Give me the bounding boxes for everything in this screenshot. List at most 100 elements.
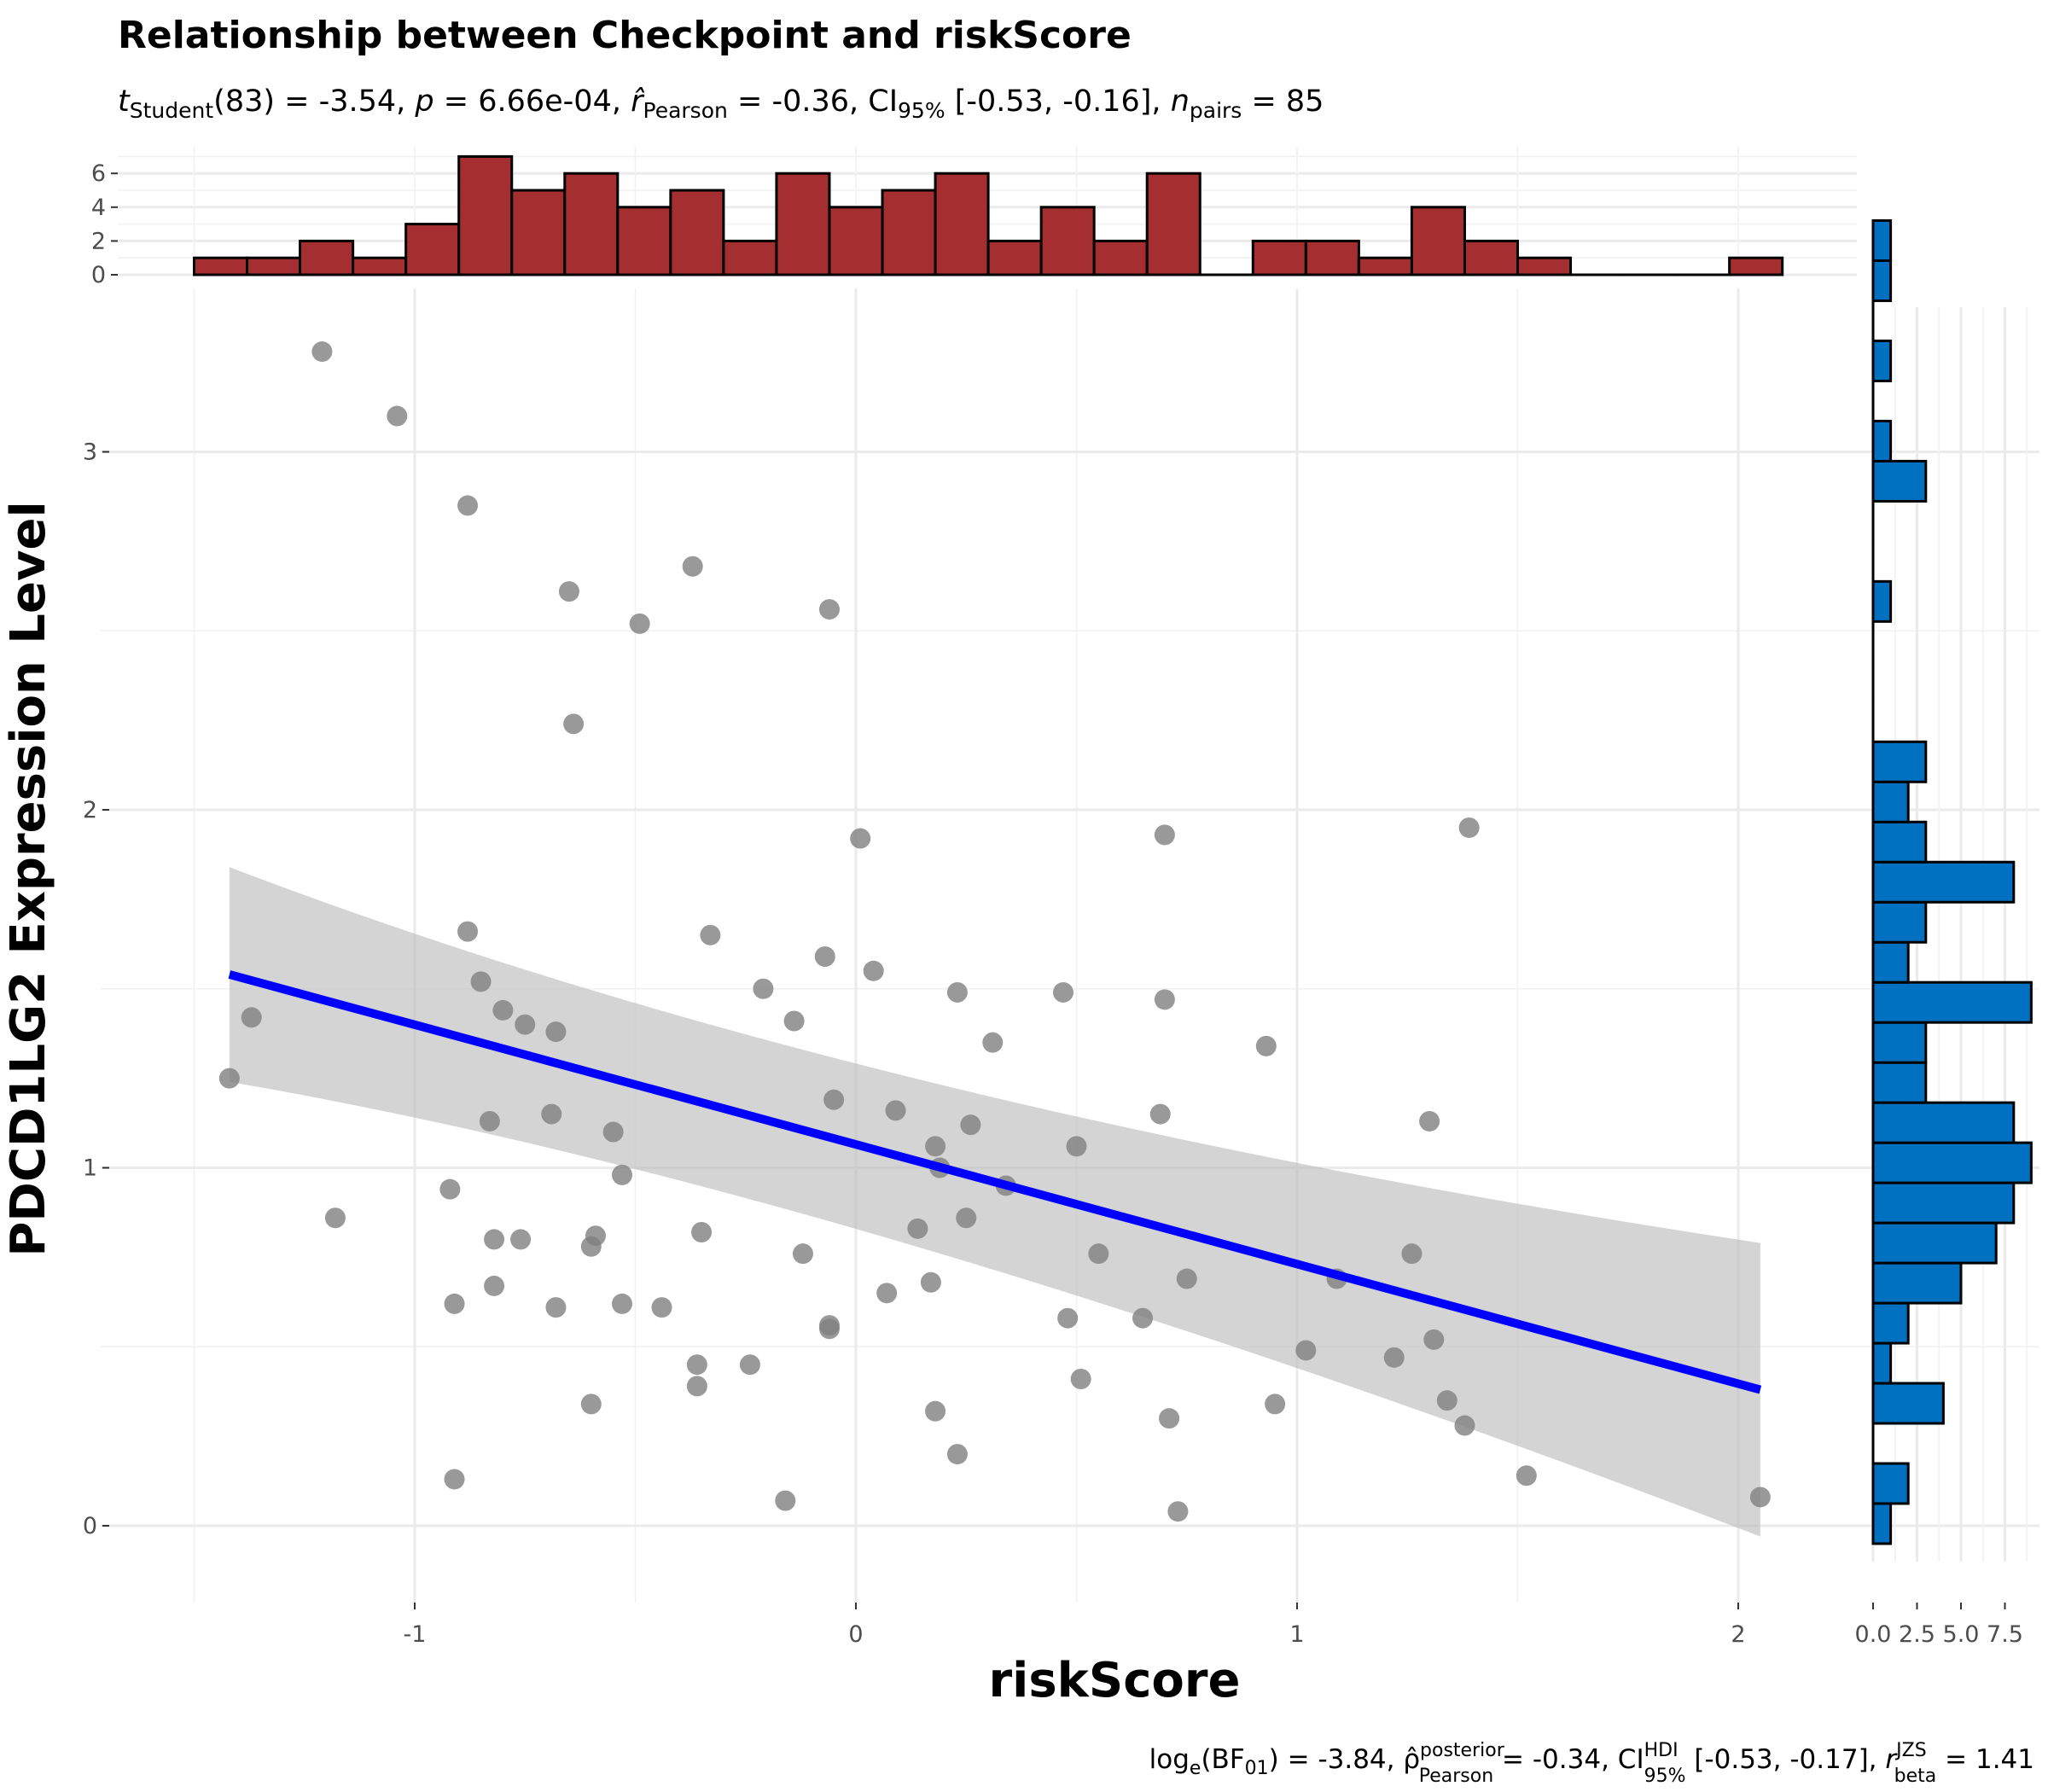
data-point [775, 1490, 796, 1511]
data-point [444, 1469, 465, 1490]
top-hist-bar [457, 154, 514, 276]
data-point [558, 581, 579, 602]
data-point [311, 341, 333, 363]
top-hist-bar [563, 172, 620, 276]
data-point [783, 1010, 805, 1032]
x-axis-label: riskScore [989, 1653, 1241, 1708]
side-histogram-panel: 0.0 2.5 5.0 7.5 [1855, 219, 2033, 1648]
data-point [444, 1293, 465, 1314]
data-point [387, 405, 408, 427]
data-point [1419, 1110, 1440, 1132]
y-tick-label: 0 [83, 1513, 97, 1539]
side-hist-bar [1871, 219, 1893, 262]
side-hist-bar [1871, 1021, 1928, 1064]
data-point [218, 1068, 240, 1089]
top-hist-bar [1728, 256, 1784, 276]
data-point [457, 495, 479, 516]
data-point [982, 1032, 1004, 1053]
top-hist-bar [352, 256, 408, 276]
data-point [602, 1121, 624, 1143]
x-tick-label: 0 [848, 1621, 863, 1648]
side-hist-bar [1871, 1382, 1945, 1425]
data-point [484, 1229, 505, 1250]
top-hist-bar [299, 239, 355, 276]
side-hist-bar [1871, 1181, 2016, 1225]
data-point [907, 1218, 928, 1239]
top-hist-bar [510, 189, 567, 276]
top-hist-bar [1251, 239, 1307, 276]
data-point [1167, 1501, 1189, 1522]
side-hist-bar [1871, 1261, 1963, 1305]
chart-title: Relationship between Checkpoint and risk… [118, 14, 1132, 57]
data-point [686, 1354, 707, 1376]
x-tick-label: 1 [1289, 1621, 1304, 1648]
data-point [925, 1136, 946, 1157]
data-point [792, 1243, 813, 1265]
data-point [753, 978, 774, 999]
side-hist-bar [1871, 1101, 2016, 1144]
side-hist-bar [1871, 1341, 1893, 1385]
side-hist-tick-label: 7.5 [1987, 1621, 2023, 1648]
top-histogram-panel: 0 2 4 6 [91, 146, 1857, 288]
top-hist-bar [775, 172, 831, 276]
data-point [956, 1207, 977, 1229]
top-hist-bar [1092, 239, 1149, 276]
top-hist-bar [1516, 256, 1573, 276]
side-hist-bar [1871, 419, 1893, 463]
data-point [1159, 1408, 1180, 1429]
y-tick-label: 3 [83, 439, 97, 466]
data-point [1749, 1487, 1771, 1508]
confidence-band [229, 867, 1760, 1537]
data-point [920, 1271, 941, 1293]
data-point [700, 924, 721, 945]
data-point [439, 1178, 461, 1200]
data-point [960, 1114, 981, 1136]
x-tick-label: 2 [1731, 1621, 1745, 1648]
data-point [492, 999, 514, 1021]
data-point [1401, 1243, 1423, 1265]
top-hist-bar [722, 239, 778, 276]
data-point [479, 1110, 500, 1132]
y-tick-label: 1 [83, 1155, 97, 1182]
data-point [1066, 1136, 1087, 1157]
data-point [691, 1222, 713, 1243]
data-point [580, 1393, 602, 1415]
data-point [651, 1297, 672, 1318]
data-point [818, 599, 840, 620]
data-point [1149, 1103, 1171, 1125]
y-axis-label: PDCD1LG2 Expression Level [1, 501, 56, 1256]
data-point [545, 1297, 567, 1318]
data-point [946, 981, 968, 1003]
side-hist-bar [1871, 1462, 1910, 1505]
side-hist-bar [1871, 740, 1928, 783]
data-point [1132, 1307, 1154, 1329]
chart-subtitle: tStudent(83) = -3.54, p = 6.66e-04, r̂Pe… [118, 84, 1324, 123]
data-point [1154, 824, 1175, 846]
data-point [818, 1318, 840, 1340]
top-hist-bar [1357, 256, 1413, 276]
data-point [1516, 1465, 1537, 1487]
data-point [611, 1293, 632, 1314]
data-point [686, 1376, 707, 1397]
regression-line [228, 970, 1762, 1394]
top-hist-bar [986, 239, 1043, 276]
side-hist-bar [1871, 900, 1928, 944]
top-hist-bar [934, 172, 990, 276]
y-tick-label: 2 [83, 797, 97, 823]
x-tick-label: -1 [404, 1621, 427, 1648]
top-hist-bar [1410, 206, 1466, 276]
data-point [850, 828, 871, 849]
top-hist-bar [669, 189, 725, 276]
data-point [1255, 1035, 1277, 1056]
side-hist-bar [1871, 820, 1928, 864]
data-point [457, 921, 479, 942]
data-point [1088, 1243, 1109, 1265]
chart-caption: loge(BF01) = -3.84, ρ̂posterior Pearson =… [1149, 1740, 2034, 1787]
side-hist-bar [1871, 860, 2016, 904]
data-point [1295, 1340, 1317, 1361]
data-point [629, 613, 650, 634]
data-point [563, 713, 585, 735]
top-hist-bar [193, 256, 249, 276]
side-hist-bar [1871, 1502, 1893, 1545]
side-hist-bar [1871, 1061, 1928, 1104]
